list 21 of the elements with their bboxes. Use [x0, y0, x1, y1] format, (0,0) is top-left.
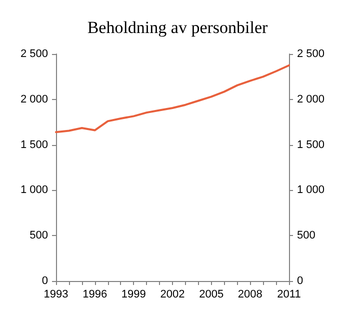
y-tick-label: 0	[42, 275, 48, 287]
x-tick-label: 1999	[121, 288, 146, 300]
y2-tick-label: 2 500	[297, 48, 325, 60]
chart-title: Beholdning av personbiler	[87, 18, 268, 37]
y2-tick-label: 1 500	[297, 138, 325, 151]
y-tick-label: 2 500	[20, 48, 48, 60]
x-tick-label: 1993	[44, 288, 68, 300]
y2-tick-label: 0	[297, 275, 304, 287]
y-tick-label: 2 000	[20, 93, 48, 106]
line-series	[55, 64, 290, 134]
y2-tick-label: 2 000	[297, 93, 325, 106]
x-tick-label: 2002	[160, 288, 185, 300]
x-tick-label: 1996	[82, 288, 108, 300]
y2-tick-label: 1 000	[297, 184, 325, 196]
y2-tick-label: 500	[297, 230, 316, 242]
y-tick-label: 1 000	[20, 184, 48, 196]
x-tick-label: 2008	[238, 288, 262, 300]
y-tick-label: 500	[30, 230, 48, 242]
y-tick-label: 1 500	[20, 138, 48, 151]
x-tick-label: 2005	[199, 288, 224, 300]
x-tick-label: 2011	[277, 288, 301, 300]
